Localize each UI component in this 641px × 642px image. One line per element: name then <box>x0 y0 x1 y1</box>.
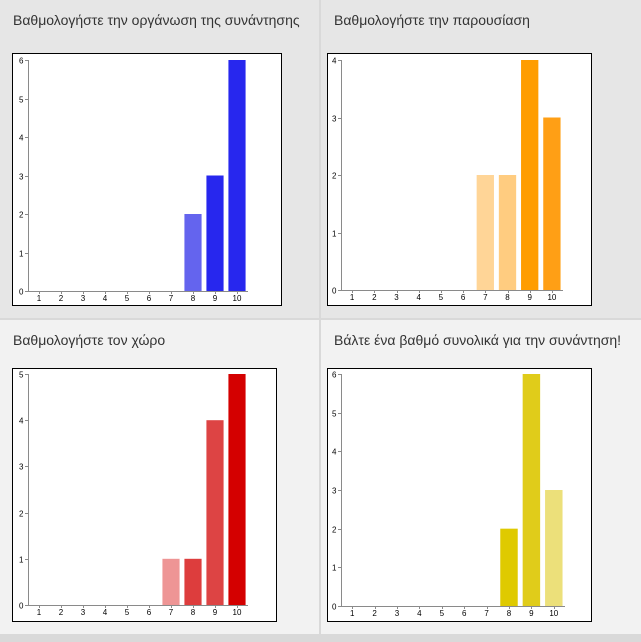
y-tick-label: 5 <box>332 410 337 419</box>
x-tick-label: 3 <box>394 293 399 302</box>
x-tick-label: 7 <box>483 293 488 302</box>
x-tick-label: 3 <box>81 294 86 303</box>
x-tick-label: 2 <box>372 293 377 302</box>
x-tick-label: 9 <box>213 608 218 617</box>
bar <box>206 420 224 605</box>
y-tick-label: 6 <box>19 57 24 66</box>
y-tick-label: 1 <box>332 230 337 239</box>
x-tick-label: 10 <box>547 293 556 302</box>
bar <box>500 528 518 606</box>
bar-chart-presentation: 0 1 2 3 4 1 2 3 4 5 6 7 8 9 10 <box>327 53 592 306</box>
x-tick-label: 1 <box>37 294 42 303</box>
y-tick-label: 4 <box>332 57 337 66</box>
y-tick-label: 3 <box>332 115 337 124</box>
x-tick-label: 8 <box>505 293 510 302</box>
y-tick-label: 1 <box>332 564 337 573</box>
x-tick-label: 9 <box>213 294 218 303</box>
bar-chart-organization: 0 1 2 3 4 5 6 1 2 3 4 5 6 7 8 9 10 <box>12 53 282 306</box>
x-tick-label: 1 <box>350 609 355 618</box>
y-tick-label: 3 <box>19 463 24 472</box>
bar <box>162 558 180 605</box>
chart-title: Βαθμολογήστε την παρουσίαση <box>334 12 530 28</box>
x-tick-label: 2 <box>59 608 64 617</box>
y-tick-label: 0 <box>19 288 24 297</box>
x-tick-label: 6 <box>147 608 152 617</box>
x-tick-label: 10 <box>549 609 558 618</box>
x-tick-label: 5 <box>439 293 444 302</box>
chart-panel-venue: Βαθμολογήστε τον χώρο 0 1 2 3 4 5 1 2 3 4 5 6 7 8 9 10 <box>0 320 319 634</box>
x-tick-label: 5 <box>440 609 445 618</box>
chart-panel-presentation: Βαθμολογήστε την παρουσίαση 0 1 2 3 4 1 2 3 4 5 6 7… <box>321 0 641 318</box>
chart-title: Βαθμολογήστε την οργάνωση της συνάντησης <box>13 12 300 28</box>
chart-title: Βαθμολογήστε τον χώρο <box>13 332 166 348</box>
y-tick-label: 4 <box>332 448 337 457</box>
x-tick-label: 4 <box>417 609 422 618</box>
y-tick-label: 5 <box>19 96 24 105</box>
x-tick-label: 9 <box>529 609 534 618</box>
y-tick-label: 0 <box>332 287 337 296</box>
x-tick-label: 7 <box>484 609 489 618</box>
x-tick-label: 7 <box>169 294 174 303</box>
x-tick-label: 8 <box>507 609 512 618</box>
x-tick-label: 3 <box>81 608 86 617</box>
bar <box>228 60 246 291</box>
x-tick-label: 5 <box>125 294 130 303</box>
x-tick-label: 7 <box>169 608 174 617</box>
bar <box>184 558 202 605</box>
bar <box>228 374 246 605</box>
x-tick-label: 3 <box>395 609 400 618</box>
bar <box>545 490 563 606</box>
bar <box>184 214 202 291</box>
x-tick-label: 6 <box>147 294 152 303</box>
bar <box>498 175 517 290</box>
x-tick-label: 5 <box>125 608 130 617</box>
y-tick-label: 2 <box>19 211 24 220</box>
x-tick-label: 6 <box>462 609 467 618</box>
x-tick-label: 2 <box>59 294 64 303</box>
y-tick-label: 4 <box>19 417 24 426</box>
bar <box>476 175 494 290</box>
bar <box>543 117 561 290</box>
y-tick-label: 0 <box>19 602 24 611</box>
x-tick-label: 4 <box>103 608 108 617</box>
bar-chart-venue: 0 1 2 3 4 5 1 2 3 4 5 6 7 8 9 10 <box>12 368 277 622</box>
x-tick-label: 8 <box>191 294 196 303</box>
x-tick-label: 10 <box>233 294 242 303</box>
bar <box>521 60 539 290</box>
chart-title: Βάλτε ένα βαθμό συνολικά για την συνάντη… <box>334 332 622 348</box>
bar <box>206 175 224 291</box>
y-tick-label: 1 <box>19 556 24 565</box>
x-tick-label: 2 <box>372 609 377 618</box>
y-tick-label: 4 <box>19 134 24 143</box>
x-tick-label: 1 <box>350 293 355 302</box>
x-tick-label: 6 <box>461 293 466 302</box>
y-tick-label: 2 <box>19 510 24 519</box>
y-tick-label: 5 <box>19 371 24 380</box>
x-tick-label: 10 <box>233 608 242 617</box>
y-tick-label: 6 <box>332 371 337 380</box>
x-tick-label: 8 <box>191 608 196 617</box>
y-tick-label: 2 <box>332 526 337 535</box>
y-tick-label: 1 <box>19 250 24 259</box>
chart-panel-organization: Βαθμολογήστε την οργάνωση της συνάντησης… <box>0 0 319 318</box>
y-tick-label: 3 <box>332 487 337 496</box>
x-tick-label: 4 <box>103 294 108 303</box>
bar-chart-overall: 0 1 2 3 4 5 6 1 2 3 4 5 6 7 8 9 10 <box>327 368 592 622</box>
x-tick-label: 9 <box>527 293 532 302</box>
chart-panel-overall: Βάλτε ένα βαθμό συνολικά για την συνάντη… <box>321 320 641 634</box>
x-tick-label: 1 <box>37 608 42 617</box>
y-tick-label: 2 <box>332 172 337 181</box>
bar <box>522 374 541 606</box>
y-tick-label: 3 <box>19 173 24 182</box>
x-tick-label: 4 <box>416 293 421 302</box>
y-tick-label: 0 <box>332 603 337 612</box>
